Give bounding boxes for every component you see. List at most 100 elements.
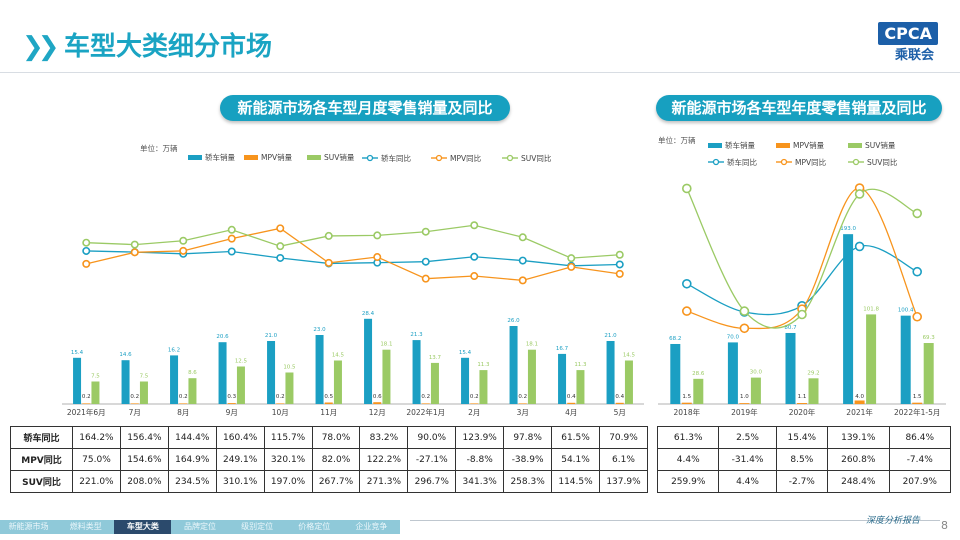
table-cell: 234.5% (167, 470, 217, 493)
monthly-point-car-yoy (518, 256, 527, 265)
monthly-bar-label-mpv: 0.2 (130, 394, 139, 400)
monthly-point-suv-yoy (179, 236, 188, 245)
annual-bar-label-suv: 28.6 (692, 371, 705, 377)
monthly-bar-suv (236, 366, 245, 404)
monthly-bar-mpv (615, 402, 624, 404)
monthly-bar-label-suv: 18.1 (380, 342, 392, 348)
monthly-bar-mpv (179, 403, 188, 404)
table-row: 4.4% -31.4% 8.5% 260.8% -7.4% (656, 448, 951, 471)
annual-bar-mpv (912, 402, 923, 404)
annual-bar-label-car: 68.2 (669, 336, 681, 342)
table-cell: 258.3% (503, 470, 553, 493)
footer-tab[interactable]: 车型大类 (114, 520, 172, 534)
monthly-tick-label: 9月 (226, 408, 238, 417)
legend-swatch-suv-sales (307, 155, 321, 160)
annual-bar-label-suv: 30.0 (750, 370, 763, 376)
legend-marker-suv-yoy (506, 154, 514, 162)
monthly-bar-suv (430, 362, 439, 404)
footer-tab[interactable]: 新能源市场 (8, 522, 49, 531)
monthly-bar-suv (91, 381, 100, 404)
table-cell: 249.1% (215, 448, 265, 471)
annual-bar-label-mpv: 1.1 (798, 394, 807, 400)
monthly-bar-label-car: 21.0 (265, 333, 278, 339)
legend-swatch-car-sales (188, 155, 202, 160)
monthly-tick-label: 3月 (517, 408, 529, 417)
monthly-bar-label-mpv: 0.3 (227, 394, 236, 400)
monthly-bar-suv (479, 370, 488, 404)
monthly-point-car-yoy (615, 260, 624, 269)
monthly-bar-label-mpv: 0.2 (518, 394, 527, 400)
monthly-tick-label: 8月 (177, 408, 189, 417)
monthly-point-mpv-yoy (179, 246, 188, 255)
monthly-bar-label-suv: 12.5 (235, 359, 248, 365)
table-cell: 271.3% (359, 470, 409, 493)
footer-tab[interactable]: 品牌定位 (183, 522, 216, 531)
monthly-point-mpv-yoy (324, 258, 333, 267)
table-cell: 154.6% (119, 448, 169, 471)
monthly-bar-mpv (421, 403, 430, 404)
table-cell: 139.1% (827, 426, 890, 449)
monthly-point-suv-yoy (82, 238, 91, 247)
legend-label-r-car-sales: 轿车销量 (725, 140, 755, 150)
legend-label-car-sales: 轿车销量 (205, 152, 235, 162)
table-row: 轿车同比 164.2% 156.4% 144.4% 160.4% 115.7% 78.0% 8… (10, 426, 649, 449)
annual-line-suv-yoy (686, 188, 918, 329)
left-chart-title: 新能源市场各车型月度零售销量及同比 (220, 95, 510, 121)
monthly-bar-label-mpv: 0.2 (82, 394, 91, 400)
monthly-bar-label-suv: 13.7 (429, 355, 442, 361)
monthly-point-car-yoy (276, 253, 285, 262)
monthly-tick-label: 5月 (614, 408, 626, 417)
annual-point-car-yoy (739, 307, 750, 317)
monthly-bar-label-suv: 14.5 (623, 353, 636, 359)
footer-tab[interactable]: 级别定位 (241, 522, 274, 531)
monthly-bar-car (121, 360, 130, 404)
annual-point-suv-yoy (912, 208, 923, 219)
annual-bar-suv (866, 314, 877, 404)
row-label: MPV同比 (10, 448, 73, 471)
table-cell: 156.4% (119, 426, 169, 449)
annual-bar-suv (693, 378, 704, 404)
monthly-bar-mpv (470, 403, 479, 404)
annual-bar-label-mpv: 1.5 (913, 394, 922, 400)
annual-point-suv-yoy (739, 306, 750, 316)
monthly-bar-label-car: 15.4 (459, 350, 472, 356)
table-cell: 70.9% (598, 426, 649, 449)
table-cell: -38.9% (503, 448, 553, 471)
monthly-bar-suv (382, 349, 391, 404)
monthly-point-car-yoy (373, 258, 382, 267)
footer-tab[interactable]: 企业竞争 (355, 522, 388, 531)
monthly-bar-mpv (82, 403, 91, 404)
table-cell: 164.2% (72, 426, 121, 449)
right-unit-label: 单位：万辆 (658, 135, 696, 145)
chevron-icon: ❯❯ (22, 32, 59, 62)
table-cell: 54.1% (551, 448, 600, 471)
annual-bar-mpv (797, 403, 807, 404)
legend-label-mpv-yoy: MPV同比 (450, 153, 482, 163)
footer-tab[interactable]: 价格定位 (298, 522, 331, 531)
annual-bar-suv (808, 378, 819, 404)
monthly-bar-suv (333, 360, 342, 404)
legend-label-suv-yoy: SUV同比 (521, 153, 552, 163)
table-cell: 310.1% (215, 470, 265, 493)
monthly-point-mpv-yoy (615, 269, 624, 278)
annual-tick-label: 2019年 (731, 407, 758, 417)
monthly-bar-car (412, 340, 421, 404)
annual-bar-mpv (854, 400, 865, 404)
monthly-bar-label-mpv: 0.2 (276, 394, 285, 400)
monthly-point-mpv-yoy (518, 276, 527, 285)
monthly-point-car-yoy (227, 247, 236, 256)
monthly-bar-label-suv: 11.3 (477, 362, 490, 368)
monthly-bar-car (364, 318, 373, 404)
monthly-tick-label: 10月 (272, 408, 289, 417)
table-cell: 164.9% (167, 448, 217, 471)
table-cell: 137.9% (598, 470, 649, 493)
footer-tab[interactable]: 燃料类型 (69, 522, 102, 531)
table-cell: 208.0% (119, 470, 169, 493)
monthly-point-mpv-yoy (276, 224, 285, 233)
monthly-tick-label: 2月 (468, 408, 480, 417)
annual-point-car-yoy (854, 241, 865, 252)
table-cell: 97.8% (503, 426, 553, 449)
table-cell: 4.4% (656, 448, 720, 471)
annual-bar-label-car: 80.7 (784, 325, 797, 331)
legend-swatch-r-car-sales (708, 143, 722, 148)
